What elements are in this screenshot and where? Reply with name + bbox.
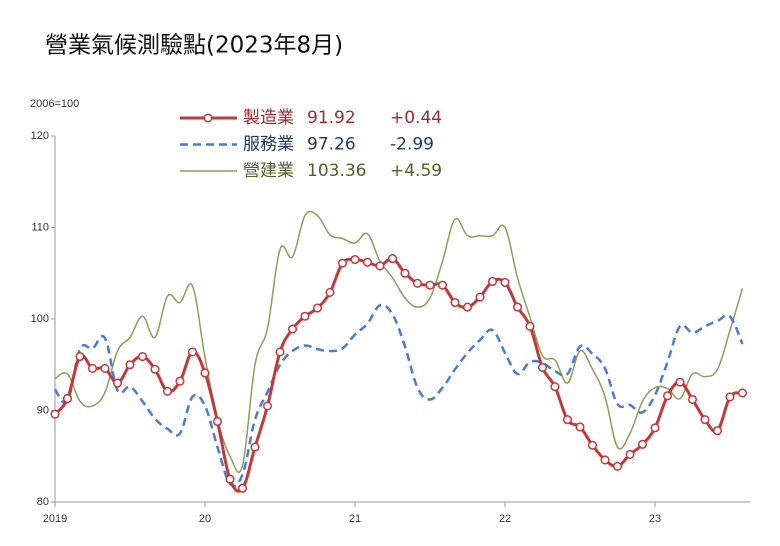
point-marker bbox=[87, 363, 98, 373]
point-marker bbox=[300, 311, 310, 321]
series-line bbox=[53, 257, 743, 493]
point-marker bbox=[675, 377, 685, 387]
point-marker bbox=[450, 297, 460, 308]
y-tick-label: 110 bbox=[31, 221, 49, 233]
point-marker bbox=[525, 321, 535, 331]
point-marker bbox=[737, 388, 748, 398]
legend-value: 103.36 bbox=[307, 161, 366, 181]
point-marker bbox=[462, 302, 473, 312]
point-marker bbox=[150, 364, 160, 374]
point-marker bbox=[425, 280, 435, 290]
point-marker bbox=[387, 254, 398, 264]
point-marker bbox=[75, 351, 85, 362]
legend-value: 91.92 bbox=[307, 108, 356, 128]
point-marker bbox=[437, 280, 448, 290]
legend-marker bbox=[203, 113, 213, 123]
point-marker bbox=[162, 386, 173, 396]
point-marker bbox=[200, 368, 210, 378]
point-marker bbox=[662, 391, 673, 401]
x-tick-label: 22 bbox=[499, 513, 511, 525]
x-tick-label: 20 bbox=[199, 513, 211, 525]
point-marker bbox=[400, 268, 410, 278]
point-marker bbox=[712, 426, 723, 436]
point-marker bbox=[475, 292, 485, 302]
point-marker bbox=[137, 351, 148, 362]
point-marker bbox=[700, 415, 710, 425]
point-marker bbox=[362, 257, 373, 267]
point-marker bbox=[412, 278, 423, 288]
point-marker bbox=[612, 461, 623, 471]
point-marker bbox=[337, 258, 348, 268]
legend-value: 97.26 bbox=[307, 135, 356, 155]
point-marker bbox=[287, 324, 298, 334]
point-marker bbox=[125, 360, 135, 370]
point-marker bbox=[650, 423, 660, 433]
point-marker bbox=[275, 347, 285, 357]
legend-name: 營建業 bbox=[243, 161, 294, 181]
point-marker bbox=[637, 439, 648, 449]
point-marker bbox=[575, 422, 585, 432]
point-marker bbox=[687, 394, 698, 405]
series-line bbox=[53, 303, 744, 488]
x-tick-label: 21 bbox=[349, 513, 361, 525]
point-marker bbox=[100, 363, 110, 373]
y-tick-label: 100 bbox=[31, 313, 49, 325]
point-marker bbox=[600, 455, 610, 465]
point-marker bbox=[62, 394, 73, 404]
legend-change: -2.99 bbox=[390, 135, 434, 155]
point-marker bbox=[562, 415, 573, 425]
point-marker bbox=[250, 442, 260, 452]
point-marker bbox=[175, 376, 185, 386]
point-marker bbox=[375, 261, 385, 271]
series-line bbox=[54, 210, 744, 473]
y-tick-label: 90 bbox=[37, 404, 49, 416]
legend-change: +0.44 bbox=[390, 108, 442, 128]
point-marker bbox=[187, 347, 198, 357]
unit-label: 2006=100 bbox=[30, 98, 79, 110]
point-marker bbox=[50, 409, 60, 419]
legend-change: +4.59 bbox=[390, 161, 442, 181]
point-marker bbox=[537, 362, 548, 373]
point-marker bbox=[725, 392, 735, 402]
point-marker bbox=[550, 382, 560, 392]
point-marker bbox=[487, 276, 498, 287]
point-marker bbox=[500, 277, 510, 287]
point-marker bbox=[350, 254, 360, 265]
x-tick-label: 23 bbox=[649, 513, 661, 525]
legend-name: 服務業 bbox=[243, 135, 294, 155]
legend-name: 製造業 bbox=[243, 108, 294, 128]
y-tick-label: 80 bbox=[37, 496, 49, 508]
y-tick-label: 120 bbox=[31, 130, 49, 142]
point-marker bbox=[625, 449, 635, 459]
point-marker bbox=[212, 416, 223, 427]
x-tick-label: 2019 bbox=[43, 513, 67, 525]
point-marker bbox=[312, 303, 323, 313]
point-marker bbox=[237, 483, 248, 493]
point-marker bbox=[512, 302, 523, 312]
point-marker bbox=[325, 287, 335, 298]
chart-title: 營業氣候測驗點(2023年8月) bbox=[45, 33, 343, 59]
point-marker bbox=[225, 474, 235, 484]
point-marker bbox=[112, 378, 123, 388]
point-marker bbox=[262, 401, 273, 411]
point-marker bbox=[587, 440, 598, 450]
